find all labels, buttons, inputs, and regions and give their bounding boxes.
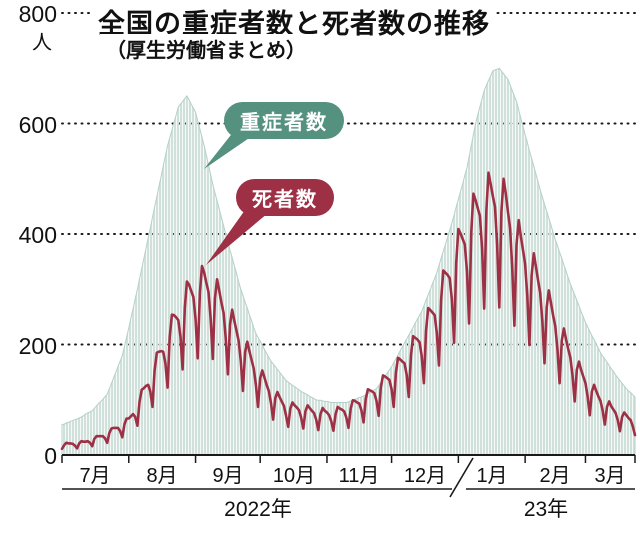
y-tick-600: 600 bbox=[18, 112, 57, 138]
x-tick-jul: 7月 bbox=[79, 465, 111, 487]
y-tick-400: 400 bbox=[18, 222, 57, 248]
x-tick-feb: 2月 bbox=[539, 465, 571, 487]
x-tick-jan: 1月 bbox=[476, 465, 508, 487]
x-tick-oct: 10月 bbox=[272, 465, 316, 487]
month-ticks bbox=[61, 455, 636, 463]
x-tick-mar: 3月 bbox=[594, 465, 626, 487]
chart-subtitle: （厚生労働省まとめ） bbox=[100, 34, 312, 63]
deaths-line-series bbox=[60, 171, 637, 451]
severe-legend-pill: 重症者数 bbox=[224, 102, 344, 139]
y-axis-unit: 人 bbox=[32, 32, 52, 54]
year-label-23: 23年 bbox=[523, 498, 569, 521]
y-tick-800: 800 bbox=[18, 1, 57, 27]
x-tick-sep: 9月 bbox=[212, 465, 244, 487]
x-tick-aug: 8月 bbox=[146, 465, 178, 487]
y-tick-200: 200 bbox=[18, 333, 57, 359]
year-divider-slash bbox=[449, 457, 474, 498]
year-ruler bbox=[62, 457, 635, 498]
deaths-legend-pill: 死者数 bbox=[236, 179, 334, 216]
x-tick-nov: 11月 bbox=[338, 465, 380, 487]
x-tick-dec: 12月 bbox=[403, 465, 447, 487]
y-tick-0: 0 bbox=[44, 443, 57, 469]
year-label-2022: 2022年 bbox=[224, 498, 292, 521]
severe-area-series bbox=[61, 67, 636, 456]
